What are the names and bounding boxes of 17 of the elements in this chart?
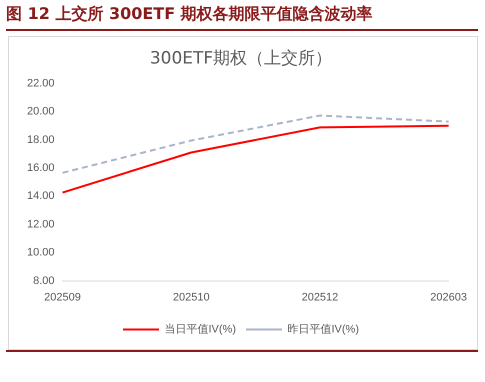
chart-title: 图 12 上交所 300ETF 期权各期限平值隐含波动率 (6, 4, 478, 31)
legend-label: 当日平值IV(%) (164, 324, 236, 336)
legend-label: 昨日平值IV(%) (288, 324, 359, 336)
y-tick-label: 12.00 (26, 218, 55, 230)
y-tick-label: 10.00 (26, 246, 55, 259)
x-tick-label: 202510 (172, 291, 210, 304)
y-tick-label: 14.00 (26, 190, 55, 202)
chart-subtitle: 300ETF期权（上交所） (150, 48, 332, 69)
y-tick-label: 16.00 (26, 162, 55, 174)
y-tick-label: 8.00 (33, 274, 55, 287)
x-tick-label: 202603 (430, 291, 468, 304)
y-tick-label: 20.00 (26, 106, 55, 118)
x-tick-label: 202509 (44, 291, 81, 304)
line-series (62, 114, 450, 174)
x-tick-label: 202512 (302, 291, 338, 304)
y-tick-label: 18.00 (26, 134, 55, 146)
y-tick-label: 22.00 (26, 77, 55, 90)
